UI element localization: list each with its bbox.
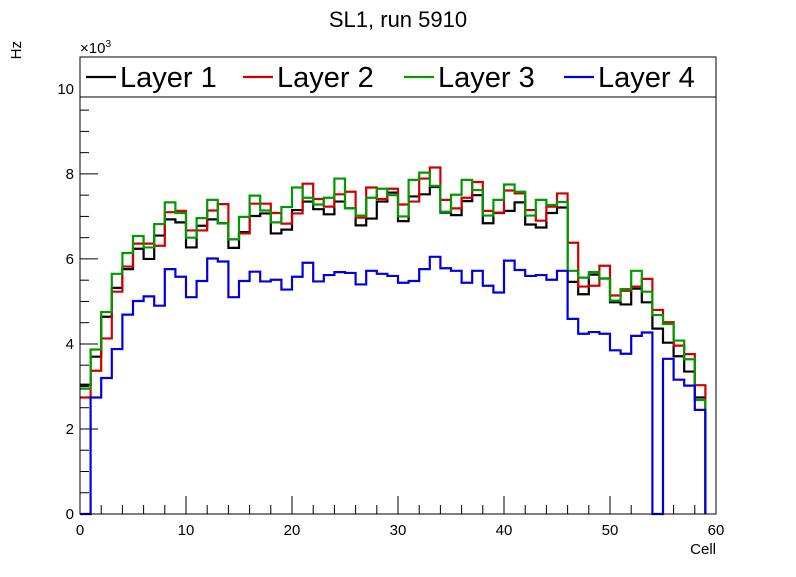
y-tick-label: 2 xyxy=(66,421,74,438)
legend-item-layer-1: Layer 1 xyxy=(86,62,217,94)
y-tick-label: 4 xyxy=(66,336,74,353)
x-tick-label: 0 xyxy=(76,522,84,539)
y-tick-label: 8 xyxy=(66,166,74,183)
legend-box xyxy=(79,56,717,98)
legend-label: Layer 1 xyxy=(120,62,217,94)
y-tick-label: 10 xyxy=(57,81,74,98)
y-tick-label: 6 xyxy=(66,251,74,268)
plot-frame xyxy=(79,56,717,515)
x-tick-label: 50 xyxy=(602,522,619,539)
x-tick-label: 30 xyxy=(390,522,407,539)
y-tick-label: 0 xyxy=(66,506,74,523)
series-group xyxy=(80,166,707,516)
legend-item-layer-4: Layer 4 xyxy=(564,62,695,94)
legend: Layer 1 Layer 2 Layer 3 Layer 4 xyxy=(79,56,717,98)
x-tick-label: 10 xyxy=(178,522,195,539)
y-axis-label: Hz xyxy=(8,41,25,59)
y-exponent-power: 3 xyxy=(105,39,111,50)
legend-label: Layer 4 xyxy=(598,62,695,94)
series-line-layer-4 xyxy=(80,255,707,516)
legend-item-layer-3: Layer 3 xyxy=(404,62,535,94)
legend-item-layer-2: Layer 2 xyxy=(243,62,374,94)
y-exponent-label: ×103 xyxy=(80,39,111,57)
series-line-layer-2 xyxy=(80,166,707,514)
series-line-layer-3 xyxy=(80,171,707,514)
x-tick-label: 60 xyxy=(708,522,725,539)
legend-label: Layer 3 xyxy=(438,62,535,94)
y-exponent-base: ×10 xyxy=(80,40,105,57)
x-tick-label: 20 xyxy=(284,522,301,539)
x-tick-label: 40 xyxy=(496,522,513,539)
x-axis-label: Cell xyxy=(690,541,716,558)
legend-label: Layer 2 xyxy=(277,62,374,94)
axes: 0 10 20 30 40 50 60 0 2 4 6 8 10 xyxy=(57,67,725,539)
chart-title: SL1, run 5910 xyxy=(329,7,467,32)
